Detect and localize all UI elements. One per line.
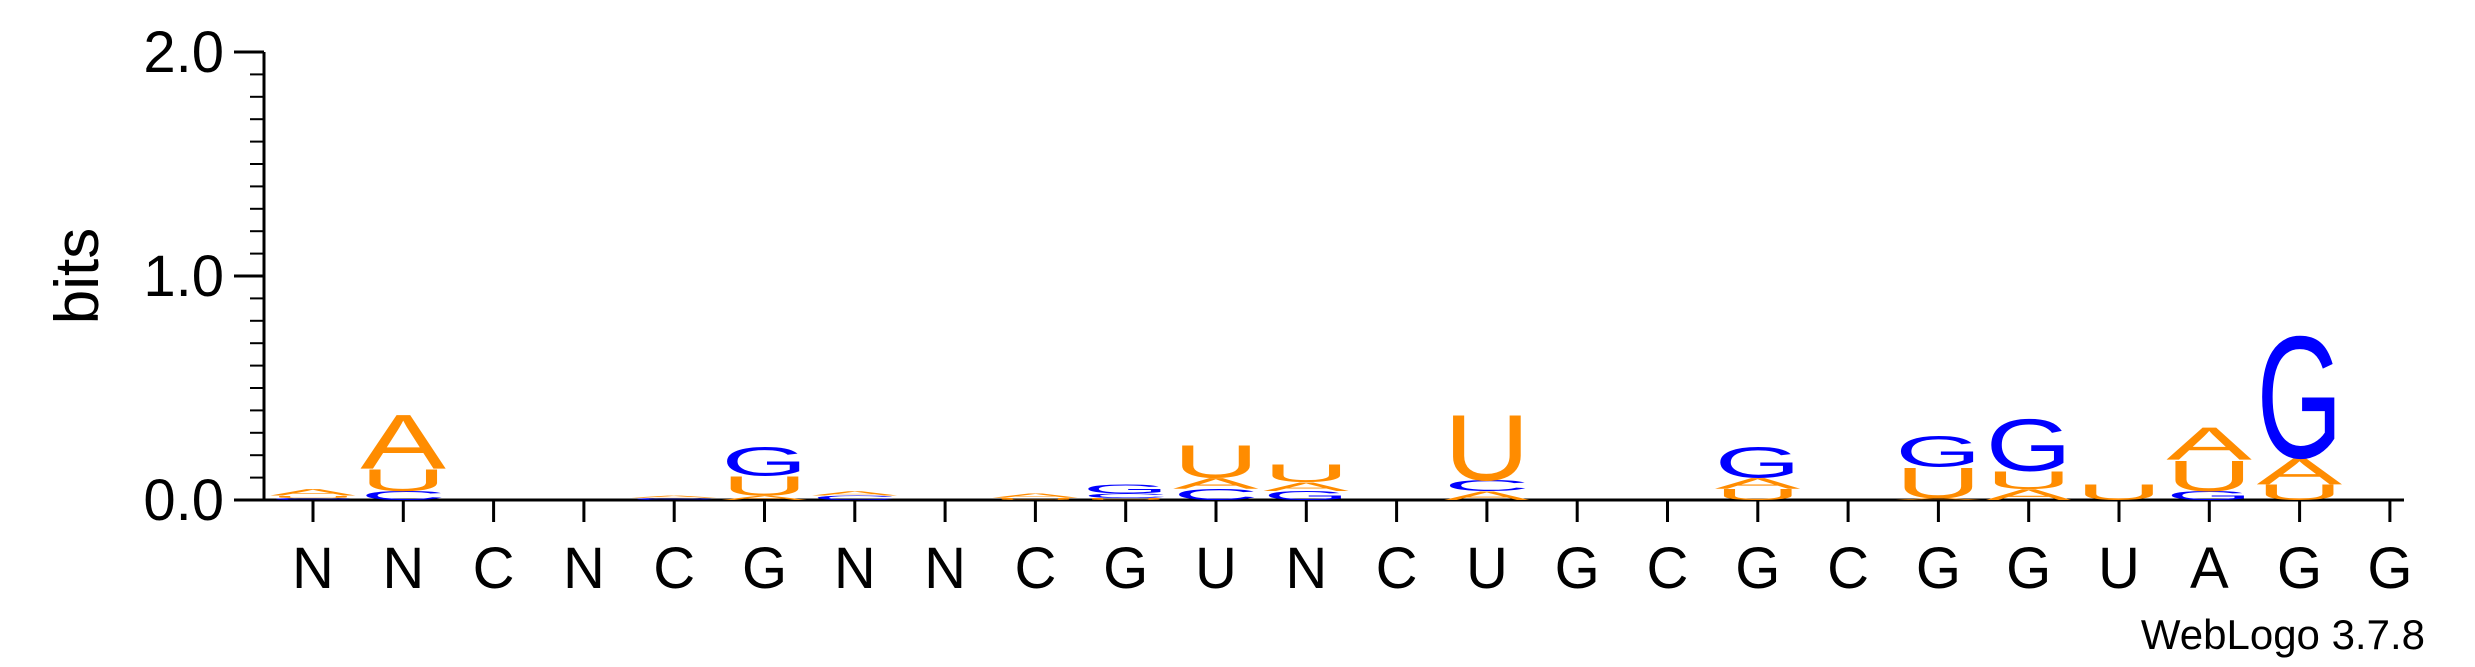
logo-letter-A: A [631,495,717,498]
logo-letter-A: A [2257,451,2343,493]
logo-letter-U: U [2166,452,2252,501]
logo-letter-A: A [2166,418,2252,470]
logo-letter-C: C [270,497,356,500]
logo-letter-A: A [722,494,808,501]
x-axis [264,498,2404,522]
x-tick-label: G [1103,536,1148,601]
x-tick-label: C [1647,536,1689,601]
logo-letter-A: A [1986,486,2072,503]
y-tick-layer: 0.0 1.0 2.0 [143,20,264,533]
x-tick-label: C [1376,536,1418,601]
x-tick-label: U [2098,536,2140,601]
x-tick-label: C [473,536,515,601]
x-tick-label: G [1916,536,1961,601]
x-tick-label: N [1285,536,1327,601]
x-tick-label: A [2190,536,2229,601]
logo-letter-U: U [360,463,446,498]
logo-letter-U: U [1986,467,2072,495]
logo-letter-G: G [1715,438,1801,487]
credit-label: WebLogo 3.7.8 [2141,611,2425,658]
logo-letter-U: U [1715,486,1801,503]
logo-letter-U: U [1173,436,1259,488]
y-tick-label: 1.0 [143,244,224,309]
logo-letter-U: U [992,497,1078,500]
logo-letter-A: A [1444,489,1530,503]
logo-letter-A: A [1895,497,1981,500]
logo-letter-U: U [270,495,356,498]
logo-letter-A: A [360,399,446,485]
x-tick-label: G [2277,536,2322,601]
y-tick-label: 2.0 [143,20,224,85]
logo-letter-U: U [1263,460,1349,488]
y-axis-label: bits [43,228,112,324]
x-tick-label: N [382,536,424,601]
logo-letter-C: C [1173,486,1259,503]
x-tick-label: N [924,536,966,601]
logo-letter-A: A [992,492,1078,499]
y-tick-label: 0.0 [143,468,224,533]
logo-letter-U: U [2076,481,2162,505]
x-tick-label: C [1014,536,1056,601]
logo-letter-C: C [812,494,898,501]
logo-letter-C: C [1083,492,1169,499]
x-tick-label: N [834,536,876,601]
x-tick-label: G [2006,536,2051,601]
x-tick-label: N [563,536,605,601]
logo-letter-A: A [1715,475,1801,492]
logo-letter-U: U [1083,497,1169,500]
logo-letter-G: G [1895,427,1981,476]
logo-letter-G: G [2166,489,2252,503]
logo-letter-G: G [1986,404,2072,487]
x-tick-label: G [1735,536,1780,601]
logo-letter-A: A [1263,480,1349,494]
logo-letter-A: A [1173,475,1259,492]
logo-letter-U: U [1444,395,1530,500]
logo-letter-U: U [2257,481,2343,505]
x-tick-label: C [653,536,695,601]
logo-letter-G: G [1083,482,1169,496]
logo-letter-U: U [722,471,808,502]
x-tick-label: C [1827,536,1869,601]
x-tick-label: U [1466,536,1508,601]
logo-letter-C: C [1444,477,1530,494]
logo-letter-G: G [2257,300,2343,495]
x-tick-label: G [2367,536,2412,601]
logo-letter-U: U [1895,458,1981,507]
x-tick-label: U [1195,536,1237,601]
logo-letter-A: A [270,487,356,497]
x-tick-label: N [292,536,334,601]
x-tick-label: G [742,536,787,601]
logo-letter-C: C [360,489,446,503]
logo-letter-G: G [1263,489,1349,503]
logo-letter-C: C [631,497,717,500]
logo-letter-A: A [812,490,898,497]
logo-letter-G: G [722,439,808,484]
x-tick-label: G [1555,536,1600,601]
